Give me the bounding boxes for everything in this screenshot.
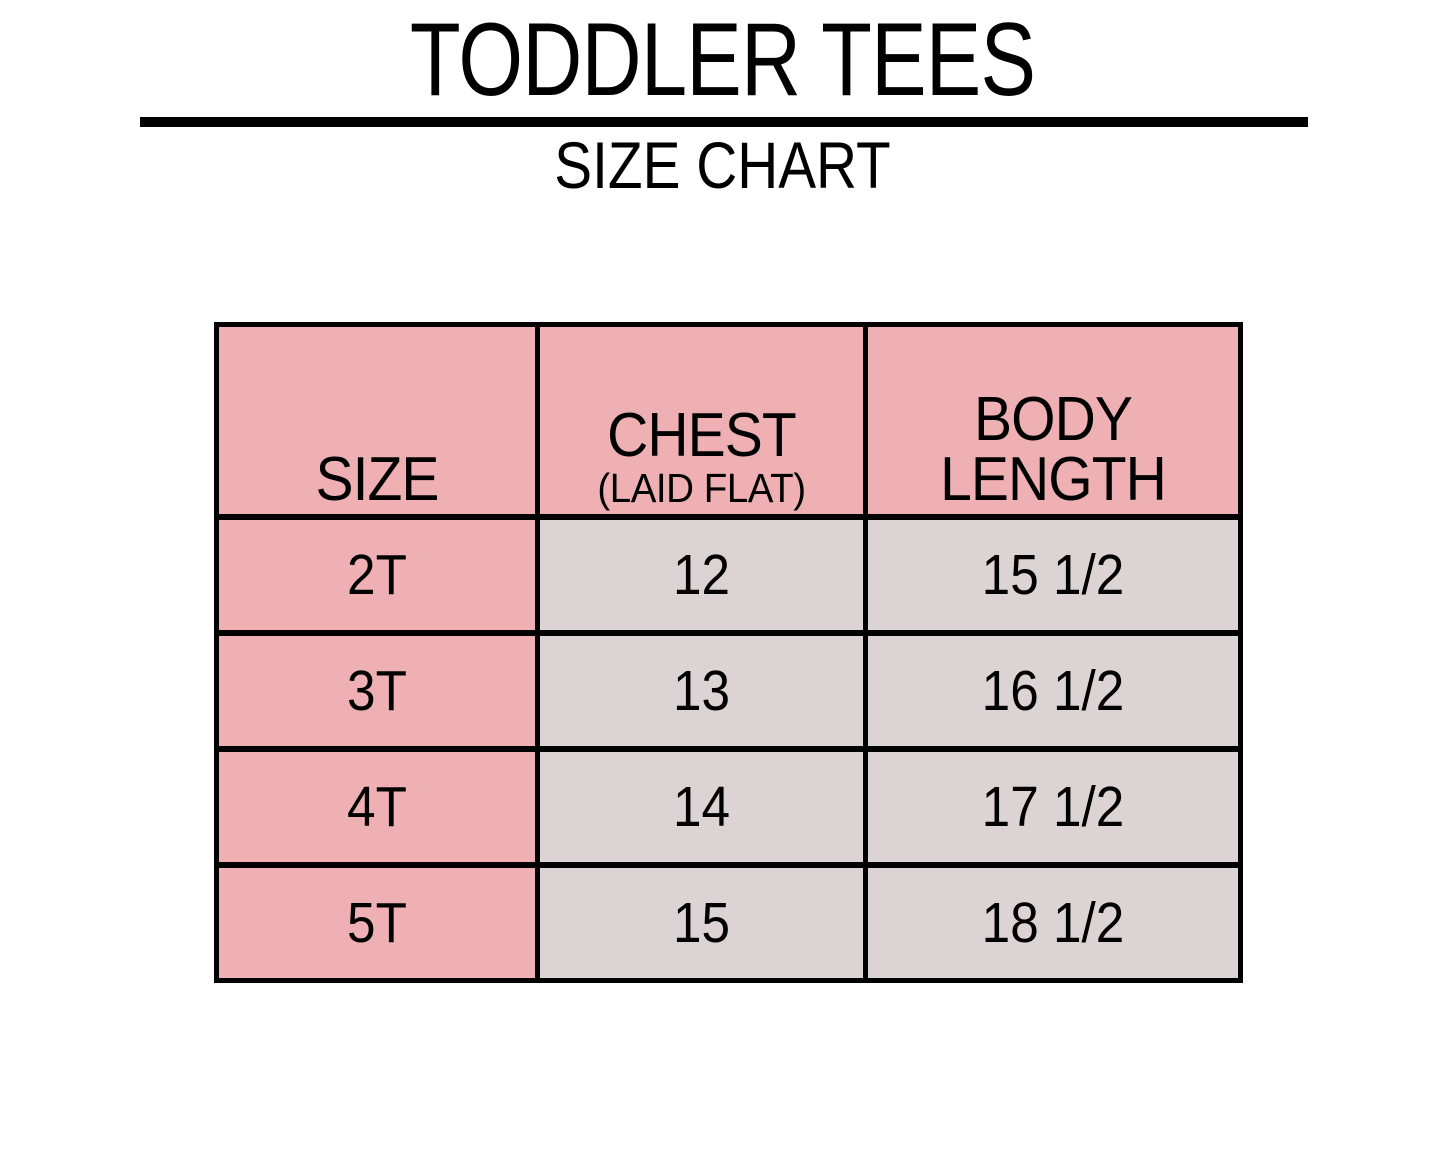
column-header-chest: CHEST (LAID FLAT) (537, 324, 868, 520)
cell-size: 2T (216, 517, 540, 636)
table-row: 3T 13 16 1/2 (216, 633, 1241, 752)
cell-size: 5T (216, 865, 540, 981)
cell-body-length-value: 16 1/2 (981, 658, 1125, 723)
cell-body-length: 18 1/2 (865, 865, 1241, 981)
cell-chest-value: 14 (672, 774, 731, 839)
cell-body-length: 15 1/2 (865, 517, 1241, 636)
cell-size-value: 2T (347, 542, 407, 607)
cell-body-length: 17 1/2 (865, 749, 1241, 868)
table-header: SIZE CHEST (LAID FLAT) BODY LENGTH (216, 324, 1241, 520)
page-subtitle: SIZE CHART (554, 128, 891, 202)
table-row: 4T 14 17 1/2 (216, 749, 1241, 868)
cell-chest: 14 (537, 749, 868, 868)
cell-chest-value: 15 (672, 890, 731, 955)
column-header-body-length-label: BODY LENGTH (940, 385, 1167, 514)
table-header-row: SIZE CHEST (LAID FLAT) BODY LENGTH (216, 324, 1241, 520)
cell-body-length-value: 15 1/2 (981, 542, 1125, 607)
column-header-chest-sublabel: (LAID FLAT) (597, 465, 806, 511)
cell-body-length-value: 18 1/2 (981, 890, 1125, 955)
cell-chest-value: 12 (672, 542, 731, 607)
table-row: 5T 15 18 1/2 (216, 865, 1241, 981)
title-divider-rule (140, 117, 1308, 127)
cell-body-length-value: 17 1/2 (981, 774, 1125, 839)
cell-chest: 15 (537, 865, 868, 981)
page-title: TODDLER TEES (409, 2, 1036, 118)
cell-size: 3T (216, 633, 540, 752)
cell-size-value: 3T (347, 658, 407, 723)
cell-size-value: 5T (347, 890, 407, 955)
size-chart-table: SIZE CHEST (LAID FLAT) BODY LENGTH 2T 12 (214, 322, 1243, 983)
table-row: 2T 12 15 1/2 (216, 517, 1241, 636)
column-header-size-label: SIZE (315, 445, 439, 514)
cell-chest: 12 (537, 517, 868, 636)
table-body: 2T 12 15 1/2 3T 13 16 1/2 (216, 517, 1241, 981)
cell-chest: 13 (537, 633, 868, 752)
column-header-body-length: BODY LENGTH (865, 324, 1241, 520)
column-header-size: SIZE (216, 324, 540, 520)
cell-size: 4T (216, 749, 540, 868)
cell-chest-value: 13 (672, 658, 731, 723)
column-header-chest-label: CHEST (607, 401, 797, 470)
cell-size-value: 4T (347, 774, 407, 839)
cell-body-length: 16 1/2 (865, 633, 1241, 752)
